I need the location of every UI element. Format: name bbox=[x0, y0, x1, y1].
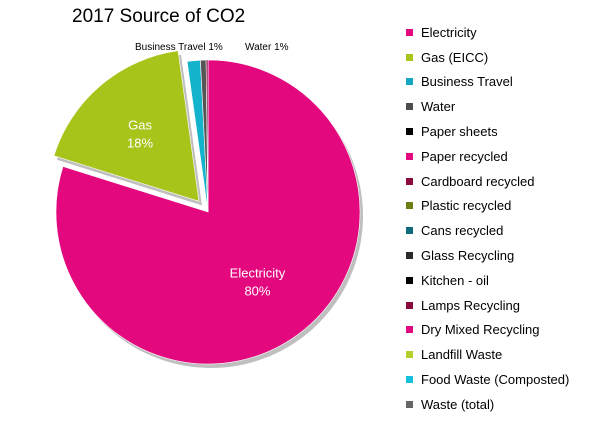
legend-item-electricity: Electricity bbox=[406, 20, 591, 45]
legend-item-cardboard-recycled: Cardboard recycled bbox=[406, 169, 591, 194]
legend-item-plastic-recycled: Plastic recycled bbox=[406, 194, 591, 219]
legend-label: Gas (EICC) bbox=[421, 49, 489, 65]
legend-label: Dry Mixed Recycling bbox=[421, 322, 540, 338]
legend-swatch bbox=[406, 152, 413, 160]
legend-label: Kitchen - oil bbox=[421, 272, 489, 288]
legend-label: Paper sheets bbox=[421, 124, 498, 140]
slice-label-gas-eicc: Gas bbox=[128, 118, 152, 133]
legend-label: Landfill Waste bbox=[421, 347, 503, 363]
legend-swatch bbox=[406, 276, 413, 284]
legend: Electricity Gas (EICC) Business Travel Wate… bbox=[406, 20, 591, 417]
legend-label: Food Waste (Composted) bbox=[421, 372, 570, 388]
slice-percent-electricity: 80% bbox=[244, 283, 270, 298]
legend-label: Water bbox=[421, 99, 456, 115]
legend-swatch bbox=[406, 227, 413, 235]
legend-swatch bbox=[406, 177, 413, 185]
legend-item-water: Water bbox=[406, 94, 591, 119]
legend-label: Business Travel bbox=[421, 74, 513, 90]
legend-swatch bbox=[406, 103, 413, 111]
chart-title: 2017 Source of CO2 bbox=[72, 6, 246, 27]
pie-chart: Electricity 80% Gas 18% Business Travel 1% Wa… bbox=[53, 42, 363, 368]
legend-label: Paper recycled bbox=[421, 148, 508, 164]
slice-label-water: Water 1% bbox=[245, 42, 289, 53]
legend-label: Cans recycled bbox=[421, 223, 504, 239]
legend-swatch bbox=[406, 202, 413, 210]
slice-label-business-travel: Business Travel 1% bbox=[135, 42, 223, 53]
legend-label: Cardboard recycled bbox=[421, 173, 535, 189]
legend-item-kitchen-oil: Kitchen - oil bbox=[406, 268, 591, 293]
legend-swatch bbox=[406, 326, 413, 334]
legend-item-landfill-waste: Landfill Waste bbox=[406, 342, 591, 367]
legend-label: Electricity bbox=[421, 24, 477, 40]
legend-item-paper-recycled: Paper recycled bbox=[406, 144, 591, 169]
legend-item-business-travel: Business Travel bbox=[406, 70, 591, 95]
legend-item-dry-mixed-recycling: Dry Mixed Recycling bbox=[406, 318, 591, 343]
legend-swatch bbox=[406, 128, 413, 136]
legend-label: Lamps Recycling bbox=[421, 297, 520, 313]
pie-slice-gas-eicc bbox=[53, 50, 200, 202]
legend-item-glass-recycling: Glass Recycling bbox=[406, 243, 591, 268]
legend-item-cans-recycled: Cans recycled bbox=[406, 218, 591, 243]
legend-swatch bbox=[406, 28, 413, 36]
legend-swatch bbox=[406, 252, 413, 260]
legend-swatch bbox=[406, 376, 413, 384]
legend-label: Plastic recycled bbox=[421, 198, 512, 214]
slice-percent-gas-eicc: 18% bbox=[127, 136, 153, 151]
slice-label-electricity: Electricity bbox=[230, 265, 286, 280]
legend-swatch bbox=[406, 351, 413, 359]
legend-swatch bbox=[406, 400, 413, 408]
legend-swatch bbox=[406, 53, 413, 61]
legend-label: Glass Recycling bbox=[421, 248, 515, 264]
legend-swatch bbox=[406, 301, 413, 309]
legend-swatch bbox=[406, 78, 413, 86]
legend-label: Waste (total) bbox=[421, 396, 495, 412]
pie-slice-cardboard-recycled bbox=[205, 59, 209, 213]
legend-item-waste-total: Waste (total) bbox=[406, 392, 591, 417]
legend-item-paper-sheets: Paper sheets bbox=[406, 119, 591, 144]
legend-item-gas-eicc: Gas (EICC) bbox=[406, 45, 591, 70]
legend-item-food-waste-composted: Food Waste (Composted) bbox=[406, 367, 591, 392]
legend-item-lamps-recycling: Lamps Recycling bbox=[406, 293, 591, 318]
